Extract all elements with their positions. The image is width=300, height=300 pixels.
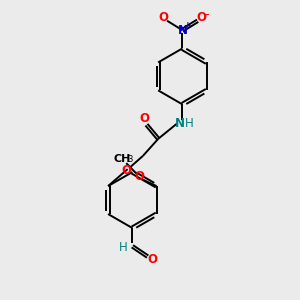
Text: H: H xyxy=(119,241,128,254)
Text: O: O xyxy=(197,11,207,24)
Text: -: - xyxy=(204,8,209,21)
Text: O: O xyxy=(139,112,149,125)
Text: O: O xyxy=(158,11,168,24)
Text: O: O xyxy=(121,164,131,177)
Text: O: O xyxy=(147,253,158,266)
Text: O: O xyxy=(134,170,144,183)
Text: N: N xyxy=(177,24,188,37)
Text: +: + xyxy=(184,21,192,30)
Text: 3: 3 xyxy=(128,155,133,164)
Text: N: N xyxy=(175,117,185,130)
Text: H: H xyxy=(184,117,193,130)
Text: CH: CH xyxy=(113,154,131,164)
